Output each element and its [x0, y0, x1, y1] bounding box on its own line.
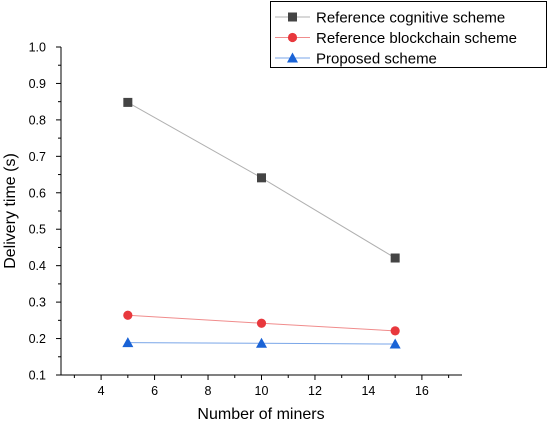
legend: Reference cognitive scheme Reference bloc…: [270, 1, 547, 68]
data-point: [256, 337, 267, 348]
y-tick-label: 0.4: [29, 259, 46, 273]
y-tick-label: 0.1: [29, 369, 46, 383]
legend-box: [270, 1, 547, 68]
data-point: [390, 326, 400, 336]
y-tick-label: 0.6: [29, 186, 46, 200]
series-circle: [123, 310, 400, 336]
data-point: [122, 337, 134, 348]
x-axis-title: Number of miners: [197, 406, 324, 423]
y-tick-label: 0.2: [29, 332, 46, 346]
data-point: [123, 310, 133, 320]
data-point: [390, 253, 400, 263]
ticks: 4 6 8 10 12 14 16 0.1 0.2 0.3 0.4 0.5 0.6 0.7 0.8 0.9 1.…: [29, 41, 450, 398]
legend-marker: [288, 12, 297, 22]
y-tick-label: 0.5: [29, 223, 46, 237]
data-point: [256, 318, 267, 328]
x-tick-label: 8: [205, 384, 212, 398]
x-tick-label: 10: [255, 384, 269, 398]
x-tick-label: 16: [415, 384, 429, 398]
y-tick-label: 0.9: [29, 77, 46, 91]
x-tick-label: 12: [308, 384, 322, 398]
data-point: [389, 338, 401, 349]
x-tick-label: 4: [98, 384, 105, 398]
y-axis-title: Delivery time (s): [2, 153, 19, 269]
data-point: [123, 97, 133, 107]
y-tick-label: 0.3: [29, 296, 46, 310]
legend-marker: [287, 32, 298, 43]
y-tick-label: 0.8: [29, 113, 46, 127]
y-tick-label: 1.0: [29, 41, 46, 55]
data-point: [257, 173, 266, 183]
x-tick-label: 14: [361, 384, 375, 398]
series-triangle: [122, 337, 401, 349]
series-square: [123, 97, 400, 263]
legend-label: Reference cognitive scheme: [316, 10, 505, 27]
y-tick-label: 0.7: [29, 150, 46, 164]
x-tick-label: 6: [151, 384, 158, 398]
legend-label: Proposed scheme: [316, 51, 437, 68]
legend-marker: [287, 52, 298, 63]
legend-label: Reference blockchain scheme: [316, 30, 517, 47]
series-layer: [122, 97, 401, 349]
